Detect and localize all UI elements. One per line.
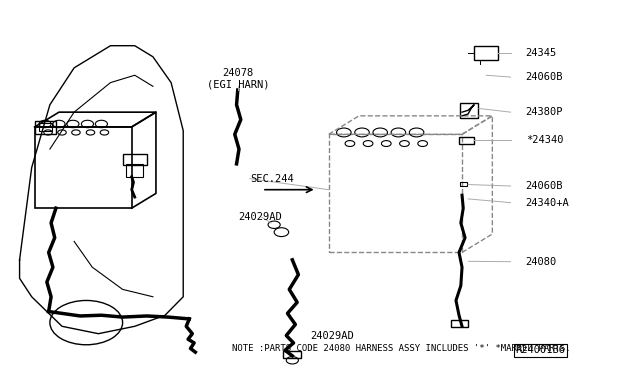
Text: *24340: *24340	[525, 135, 563, 145]
Text: 24078
(EGI HARN): 24078 (EGI HARN)	[207, 68, 269, 90]
Bar	[451, 320, 468, 327]
Bar	[459, 137, 474, 144]
Text: 24340+A: 24340+A	[525, 198, 570, 208]
Bar	[474, 46, 499, 61]
Bar	[284, 351, 301, 358]
Bar	[35, 121, 56, 134]
Text: R24001B6: R24001B6	[515, 345, 565, 355]
Bar	[460, 182, 467, 186]
Bar	[35, 127, 132, 208]
Text: 24080: 24080	[525, 257, 557, 267]
Bar	[329, 134, 462, 253]
Text: 24060B: 24060B	[525, 181, 563, 191]
Bar	[125, 164, 143, 177]
Bar	[123, 154, 147, 164]
Text: 24029AD: 24029AD	[238, 212, 282, 222]
Text: SEC.244: SEC.244	[250, 174, 294, 184]
Text: 24345: 24345	[525, 48, 557, 58]
Bar	[460, 103, 479, 118]
Text: 24060B: 24060B	[525, 72, 563, 82]
Bar	[39, 123, 52, 131]
Text: 24380P: 24380P	[525, 107, 563, 117]
Text: 24029AD: 24029AD	[310, 331, 355, 340]
Text: NOTE :PARTS CODE 24080 HARNESS ASSY INCLUDES '*' *MARKED PARTS.: NOTE :PARTS CODE 24080 HARNESS ASSY INCL…	[232, 344, 570, 353]
